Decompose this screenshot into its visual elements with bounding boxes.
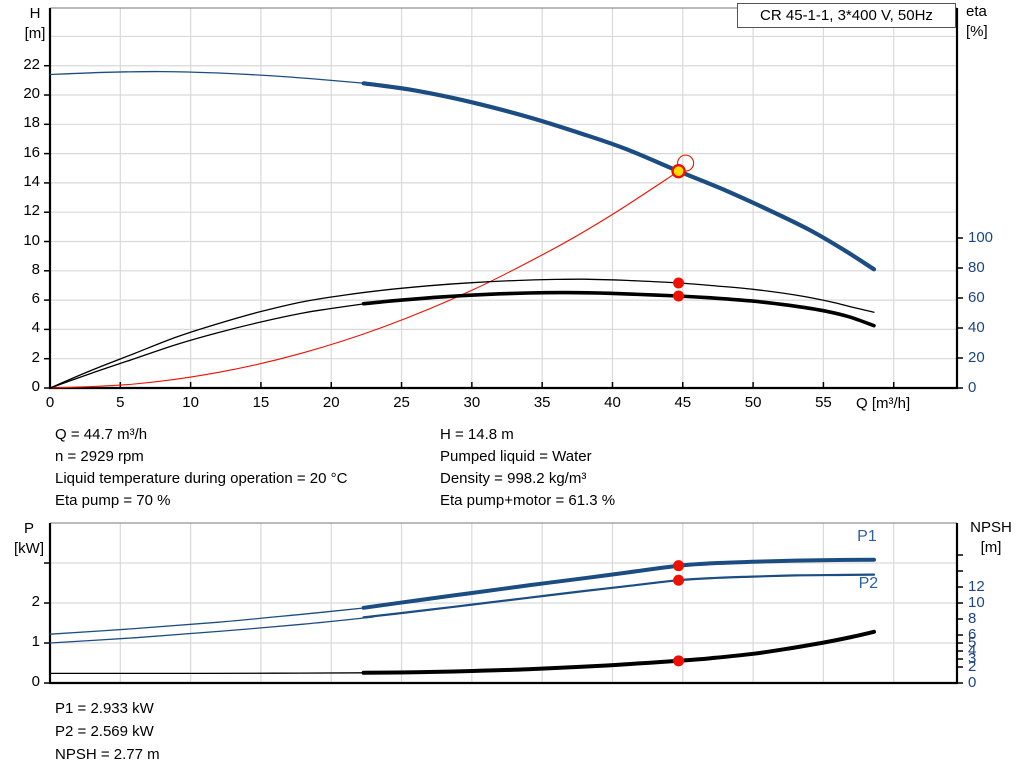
head-axis-title-line1: H — [29, 5, 41, 22]
npsh-axis-title-line1: NPSH — [970, 519, 1012, 536]
left-axis-tick-label: 10 — [23, 231, 40, 249]
right-axis-tick-label: 4 — [968, 642, 977, 659]
x-axis-tick-label: 40 — [604, 394, 621, 411]
right-axis-tick-label: 0 — [968, 379, 977, 396]
series-system-curve — [49, 170, 680, 389]
info-line-npsh: NPSH = 2.77 m — [55, 746, 160, 763]
npsh-axis-title-line2: [m] — [980, 539, 1002, 556]
left-axis-tick-label: 16 — [23, 143, 40, 161]
x-axis-tick-label: 45 — [674, 394, 692, 411]
left-axis-tick-label: 6 — [31, 290, 40, 308]
right-axis-tick-label: 8 — [968, 610, 977, 627]
power-axis-title-line2: [kW] — [14, 540, 44, 557]
operating-point-info-right: H = 14.8 m Pumped liquid = Water Density… — [440, 424, 615, 512]
series-eta-pump-motor-curve-thick — [361, 290, 876, 328]
info-line-density: Density = 998.2 kg/m³ — [440, 470, 587, 487]
info-line-liquid-temperature: Liquid temperature during operation = 20… — [55, 470, 348, 487]
eta-axis-title-line2: [%] — [966, 23, 988, 40]
curve-label-p2: P2 — [858, 575, 879, 593]
left-axis-tick-label: 0 — [31, 673, 40, 690]
info-line-p2: P2 = 2.569 kW — [55, 723, 154, 740]
left-axis-tick-label: 12 — [23, 202, 40, 220]
x-axis-tick-label: 50 — [744, 394, 762, 411]
series-p1-curve-thin — [49, 606, 375, 635]
x-axis-tick-label: 0 — [45, 394, 55, 411]
left-axis-tick-label: 8 — [31, 260, 40, 278]
power-npsh-info: P1 = 2.933 kW P2 = 2.569 kW NPSH = 2.77 … — [55, 697, 160, 766]
right-axis-tick-label: 20 — [968, 348, 985, 366]
x-axis-tick-label: 10 — [182, 394, 199, 411]
operating-point-dot — [673, 574, 685, 586]
right-axis-tick-label: 100 — [968, 228, 994, 246]
x-axis-tick-label: 25 — [393, 394, 410, 411]
x-axis-tick-label: 20 — [322, 394, 340, 411]
right-axis-tick-label: 5 — [968, 634, 977, 651]
right-axis-tick-label: 60 — [968, 288, 985, 306]
info-line-eta-pump-motor: Eta pump+motor = 61.3 % — [440, 492, 616, 509]
operating-point-dot — [673, 277, 685, 289]
x-axis-tick-label: 55 — [815, 394, 832, 411]
x-axis-tick-label: 15 — [252, 394, 270, 411]
series-p2-curve-thin — [49, 616, 375, 644]
power-axis-title: P [kW] — [6, 519, 52, 559]
info-line-head: H = 14.8 m — [440, 426, 514, 443]
left-axis-tick-label: 20 — [23, 85, 40, 103]
curve-label-p1: P1 — [857, 528, 877, 546]
eta-axis-title-line1: eta — [966, 3, 987, 20]
npsh-axis-title: NPSH [m] — [960, 518, 1022, 558]
info-line-p1: P1 = 2.933 kW — [55, 700, 154, 717]
left-axis-tick-label: 4 — [31, 319, 40, 337]
operating-point-dot — [673, 560, 685, 572]
right-axis-tick-label: 3 — [968, 650, 977, 667]
operating-point-dot — [673, 290, 685, 302]
info-line-eta-pump: Eta pump = 70 % — [55, 492, 171, 509]
left-axis-tick-label: 22 — [23, 55, 40, 73]
right-axis-tick-label: 0 — [968, 674, 977, 691]
info-line-q: Q = 44.7 m³/h — [55, 426, 148, 443]
left-axis-tick-label: 14 — [23, 172, 40, 190]
info-line-speed: n = 2929 rpm — [55, 448, 144, 465]
left-axis-tick-label: 1 — [31, 633, 40, 650]
x-axis-tick-label: 35 — [533, 394, 551, 411]
flow-axis-title: Q [m³/h] — [856, 395, 911, 412]
series-head-curve-thick — [361, 81, 877, 272]
operating-point-info-left: Q = 44.7 m³/h n = 2929 rpm Liquid temper… — [55, 424, 347, 512]
series-eta-pump-motor-curve-thin — [49, 302, 368, 389]
series-eta-pump-curve-thin — [49, 278, 875, 389]
operating-point-dot — [673, 655, 685, 667]
left-axis-tick-label: 2 — [31, 593, 40, 610]
power-axis-title-line1: P — [23, 520, 34, 537]
right-axis-tick-label: 40 — [968, 318, 985, 336]
pump-designation-box: CR 45-1-1, 3*400 V, 50Hz — [737, 3, 956, 28]
head-axis-title-line2: [m] — [24, 25, 46, 42]
series-p2-curve-thick — [362, 573, 876, 619]
left-axis-tick-label: 0 — [31, 378, 40, 395]
x-axis-tick-label: 5 — [116, 394, 125, 411]
right-axis-tick-label: 6 — [968, 626, 977, 643]
right-axis-tick-label: 12 — [968, 578, 985, 595]
right-axis-tick-label: 10 — [968, 594, 985, 611]
info-line-pumped-liquid: Pumped liquid = Water — [440, 448, 592, 465]
left-axis-tick-label: 18 — [23, 114, 40, 132]
head-axis-title: H [m] — [17, 4, 53, 44]
eta-axis-title: eta [%] — [966, 2, 1018, 42]
series-npsh-curve-thin — [49, 672, 368, 675]
left-axis-tick-label: 2 — [31, 348, 40, 366]
series-head-curve-thin — [49, 70, 375, 85]
right-axis-tick-label: 2 — [968, 658, 977, 675]
duty-point-marker — [671, 163, 686, 179]
x-axis-tick-label: 30 — [463, 394, 481, 411]
right-axis-tick-label: 80 — [968, 258, 985, 276]
series-p1-curve-thick — [361, 557, 876, 610]
series-npsh-curve-thick — [361, 629, 876, 675]
